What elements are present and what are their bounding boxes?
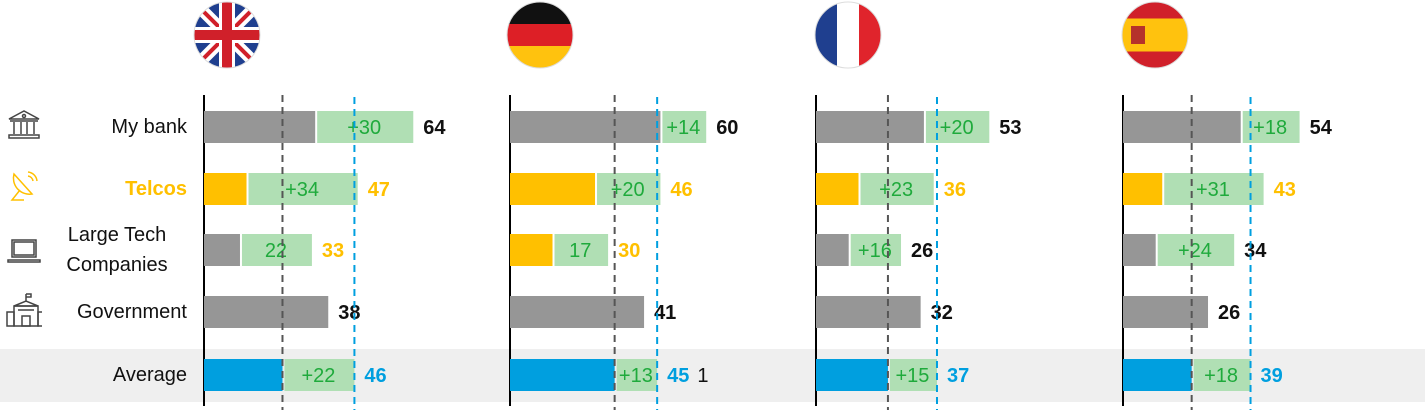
bar-base-3 — [1123, 296, 1209, 328]
category-label-large-tech: Large Tech Companies — [66, 224, 168, 276]
spain-flag-icon — [1122, 2, 1188, 68]
bar-base-2 — [510, 234, 553, 266]
bar-base-0 — [510, 111, 661, 143]
total-label: 53 — [999, 117, 1021, 139]
total-label: 34 — [1244, 240, 1267, 262]
flag-border — [193, 1, 261, 69]
bar-base-2 — [816, 234, 849, 266]
increment-label: +24 — [1178, 240, 1212, 262]
total-label: 37 — [947, 365, 969, 387]
category-label-government: Government — [76, 301, 187, 323]
increment-label: +18 — [1253, 117, 1287, 139]
bar-base-2 — [1123, 234, 1156, 266]
category-label-average: Average — [112, 364, 187, 386]
total-label: 30 — [618, 240, 640, 262]
total-label: 26 — [911, 240, 933, 262]
bar-increment-4 — [284, 359, 355, 391]
increment-label: 17 — [569, 240, 591, 262]
stray-label: 1 — [697, 365, 708, 387]
bar-increment-1 — [597, 173, 661, 205]
bar-base-3 — [204, 296, 329, 328]
total-label: 33 — [322, 240, 344, 262]
total-label: 47 — [368, 179, 390, 201]
bar-increment-1 — [860, 173, 934, 205]
bar-increment-0 — [662, 111, 707, 143]
flag-border — [1121, 1, 1189, 69]
flag-border — [814, 1, 882, 69]
increment-label: +16 — [858, 240, 892, 262]
increment-label: +15 — [895, 365, 929, 387]
total-label: 41 — [654, 302, 676, 324]
bar-base-3 — [816, 296, 921, 328]
category-label-telcos: Telcos — [125, 178, 187, 200]
bar-increment-1 — [1164, 173, 1264, 205]
bar-increment-4 — [616, 359, 658, 391]
bar-base-0 — [816, 111, 924, 143]
bar-base-1 — [1123, 173, 1163, 205]
total-label: 43 — [1274, 179, 1296, 201]
bar-increment-0 — [317, 111, 414, 143]
total-label: 45 — [667, 365, 689, 387]
increment-label: +23 — [879, 179, 913, 201]
increment-label: +20 — [611, 179, 645, 201]
bar-increment-2 — [1157, 234, 1235, 266]
total-label: 26 — [1218, 302, 1240, 324]
total-label: 32 — [931, 302, 953, 324]
bar-increment-2 — [241, 234, 312, 266]
category-label-my-bank: My bank — [111, 116, 187, 138]
government-building-icon — [6, 293, 42, 327]
bar-base-0 — [204, 111, 316, 143]
bar-increment-2 — [554, 234, 609, 266]
increment-label: +20 — [940, 117, 974, 139]
uk-flag-icon — [194, 2, 260, 68]
total-label: 60 — [716, 117, 738, 139]
total-label: 38 — [338, 302, 360, 324]
increment-label: +13 — [619, 365, 653, 387]
bar-increment-4 — [1193, 359, 1251, 391]
total-label: 54 — [1310, 117, 1333, 139]
bar-base-1 — [816, 173, 859, 205]
bank-icon — [8, 110, 40, 139]
increment-label: 22 — [265, 240, 287, 262]
laptop-icon — [7, 239, 41, 263]
bar-increment-0 — [1242, 111, 1300, 143]
increment-label: +30 — [347, 117, 381, 139]
increment-label: +22 — [301, 365, 335, 387]
bar-increment-1 — [248, 173, 358, 205]
bar-base-4 — [204, 359, 283, 391]
bar-base-1 — [204, 173, 247, 205]
flag-border — [506, 1, 574, 69]
germany-flag-icon — [507, 2, 573, 68]
bar-base-4 — [1123, 359, 1192, 391]
bar-base-4 — [510, 359, 615, 391]
france-flag-icon — [815, 2, 881, 68]
total-label: 46 — [364, 365, 386, 387]
total-label: 36 — [944, 179, 966, 201]
total-label: 39 — [1261, 365, 1283, 387]
increment-label: +14 — [666, 117, 700, 139]
bar-increment-2 — [850, 234, 902, 266]
bar-base-2 — [204, 234, 240, 266]
satellite-dish-icon — [10, 171, 38, 201]
total-label: 46 — [670, 179, 692, 201]
bar-base-0 — [1123, 111, 1241, 143]
bar-base-4 — [816, 359, 888, 391]
increment-label: +34 — [285, 179, 319, 201]
increment-label: +31 — [1196, 179, 1230, 201]
increment-label: +18 — [1204, 365, 1238, 387]
total-label: 64 — [423, 117, 446, 139]
bar-increment-4 — [889, 359, 937, 391]
bar-base-3 — [510, 296, 645, 328]
bar-base-1 — [510, 173, 596, 205]
